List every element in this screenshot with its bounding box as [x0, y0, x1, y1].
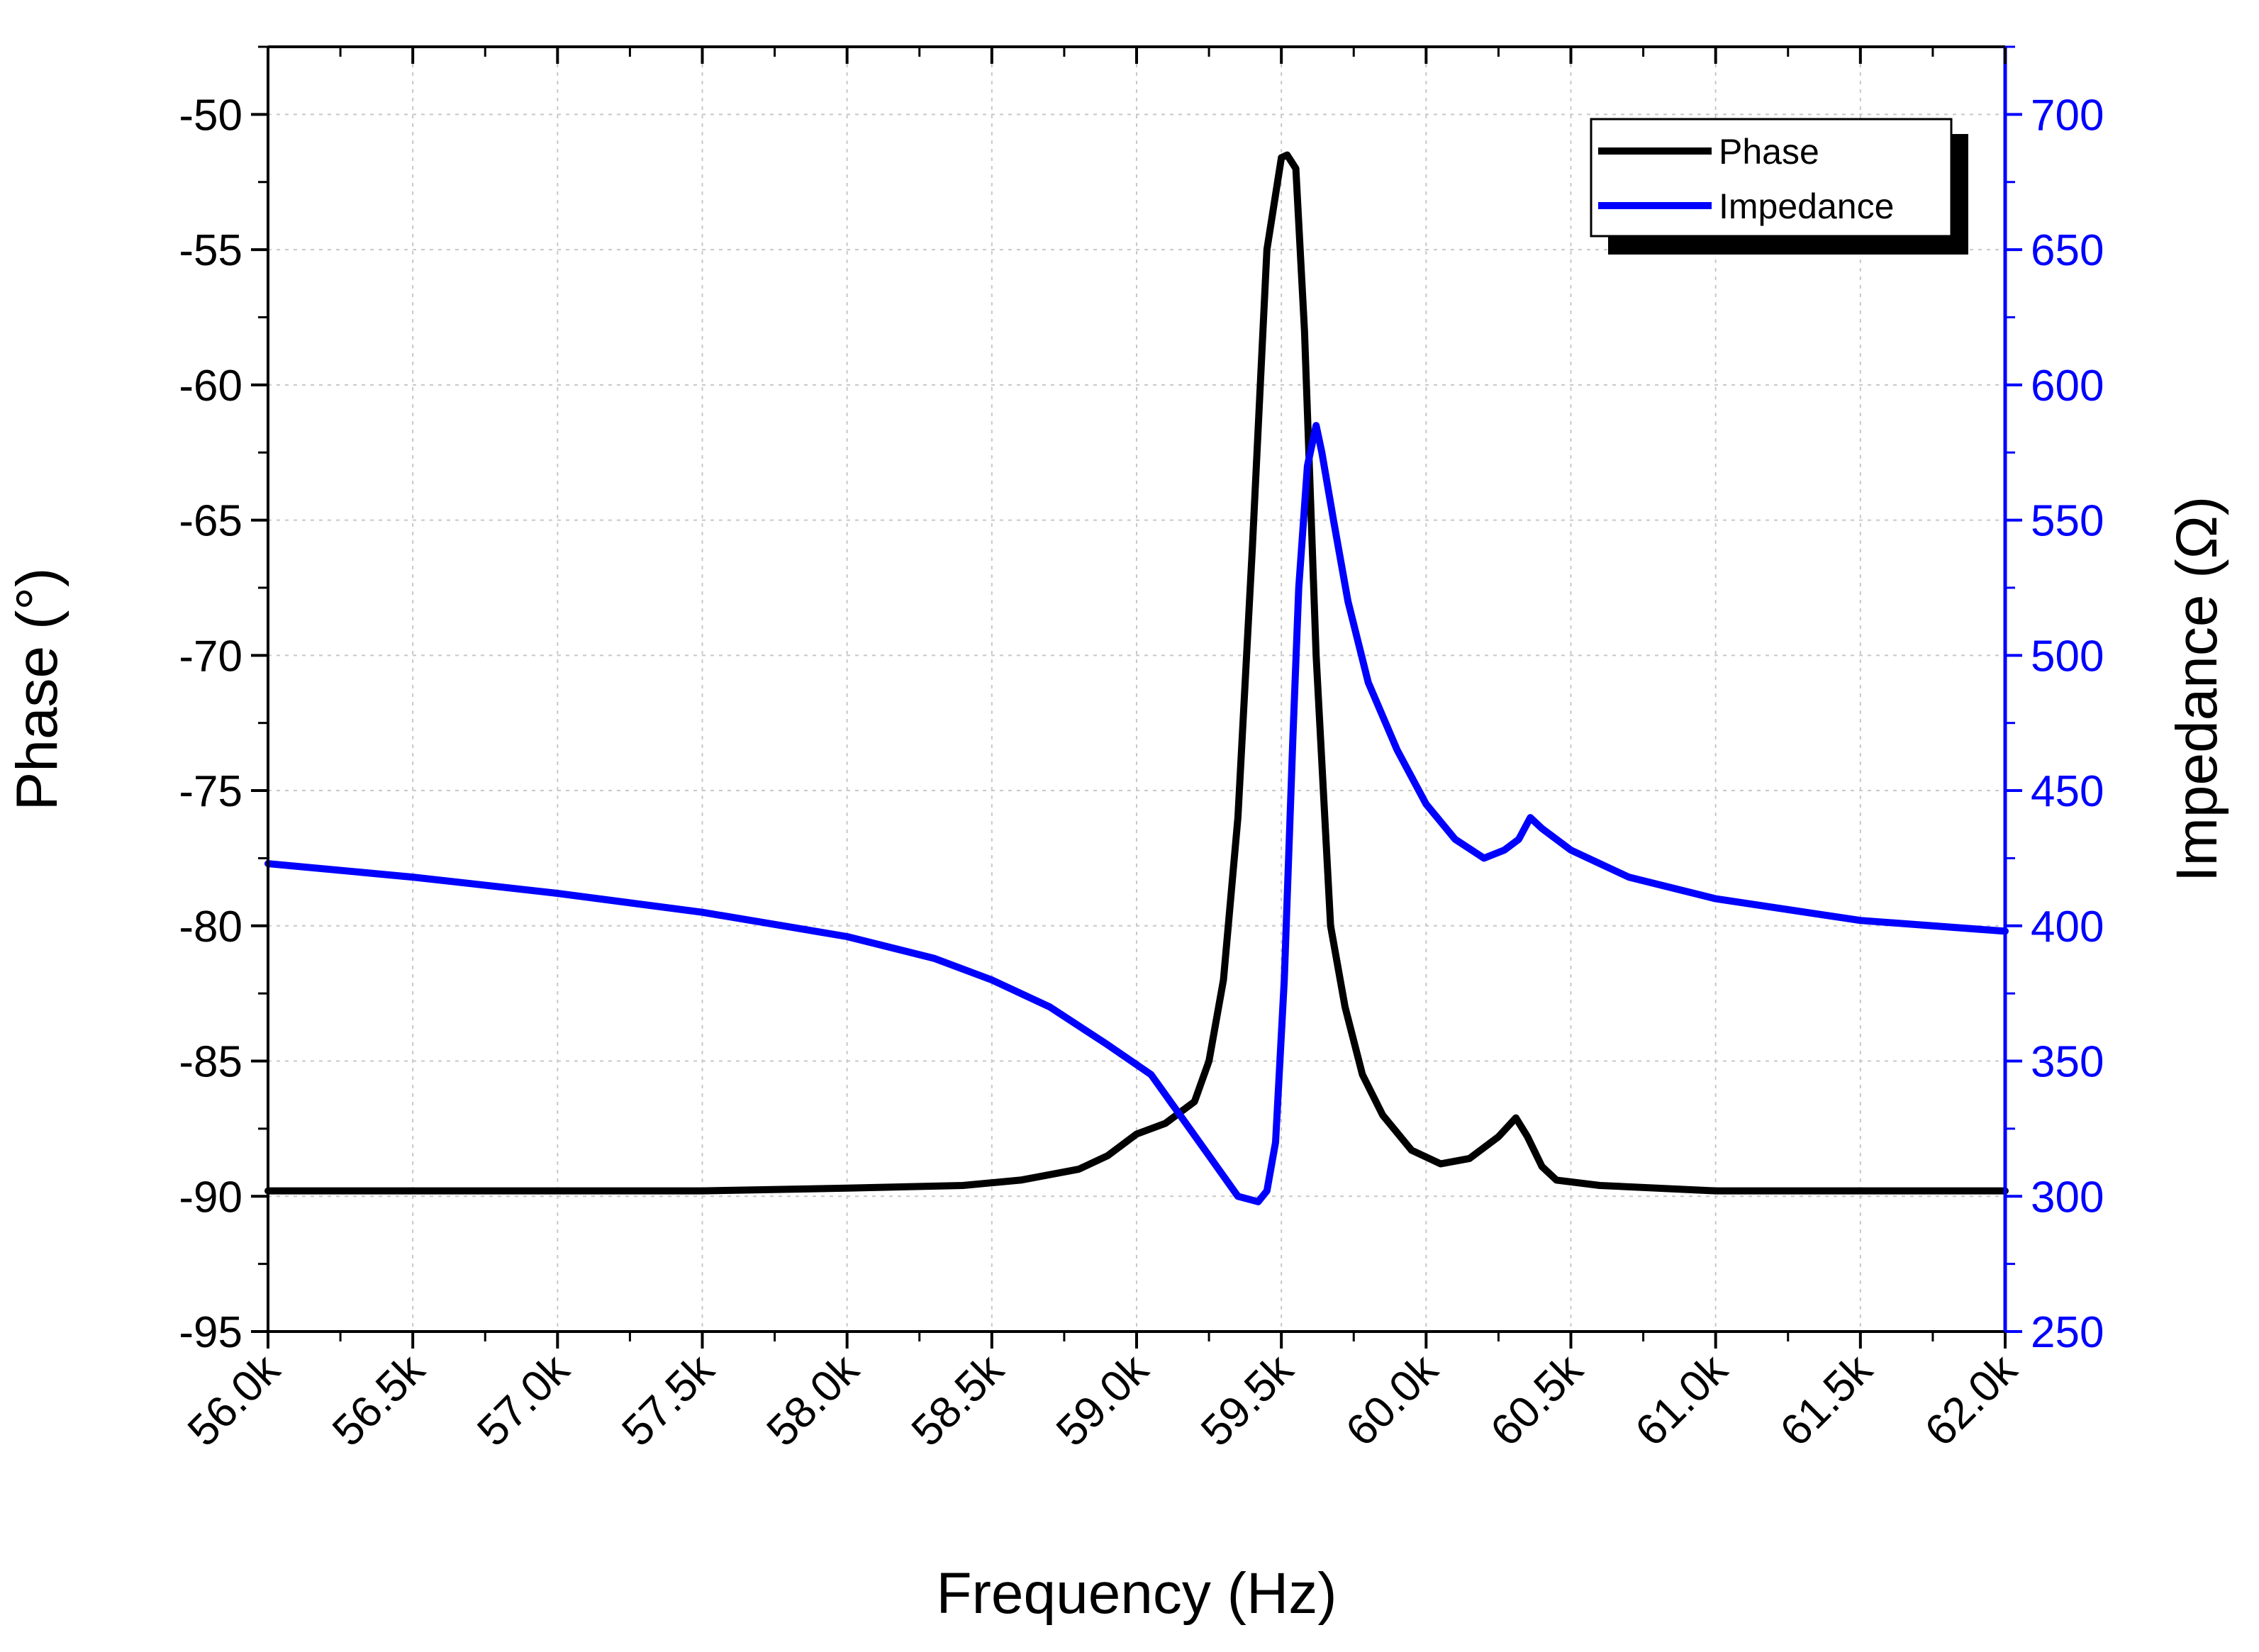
- y-axis-title-left: Phase (°): [5, 568, 69, 811]
- y-right-tick-label: 700: [2031, 91, 2104, 140]
- y-left-tick-label: -75: [179, 767, 242, 816]
- y-left-tick-label: -90: [179, 1173, 242, 1222]
- series-line-impedance: [264, 422, 2009, 1205]
- legend-box: [1590, 118, 1953, 238]
- y-left-tick-label: -70: [179, 632, 242, 681]
- y-right-tick-label: 250: [2031, 1308, 2104, 1357]
- x-axis-title: Frequency (Hz): [936, 1561, 1337, 1626]
- y-axis-title-right: Impedance (Ω): [2165, 496, 2229, 882]
- y-right-tick-label: 650: [2031, 226, 2104, 275]
- y-right-tick-label: 550: [2031, 497, 2104, 546]
- series-line-phase: [264, 151, 2009, 1195]
- y-right-tick-label: 350: [2031, 1038, 2104, 1087]
- series-layer: [264, 151, 2009, 1205]
- y-left-tick-label: -85: [179, 1038, 242, 1087]
- y-right-tick-label: 300: [2031, 1173, 2104, 1222]
- legend-label-phase: Phase: [1719, 132, 1819, 172]
- y-left-tick-label: -60: [179, 362, 242, 411]
- y-right-tick-label: 450: [2031, 767, 2104, 816]
- y-right-tick-label: 600: [2031, 362, 2104, 411]
- legend-label-impedance: Impedance: [1719, 186, 1894, 226]
- y-left-tick-label: -55: [179, 226, 242, 275]
- y-right-tick-label: 500: [2031, 632, 2104, 681]
- y-left-tick-label: -95: [179, 1308, 242, 1357]
- y-left-tick-label: -50: [179, 91, 242, 140]
- y-right-tick-label: 400: [2031, 903, 2104, 951]
- y-left-tick-label: -65: [179, 497, 242, 546]
- legend: Phase Impedance: [1590, 118, 1968, 255]
- y-left-tick-label: -80: [179, 903, 242, 951]
- grid: [268, 47, 2005, 1332]
